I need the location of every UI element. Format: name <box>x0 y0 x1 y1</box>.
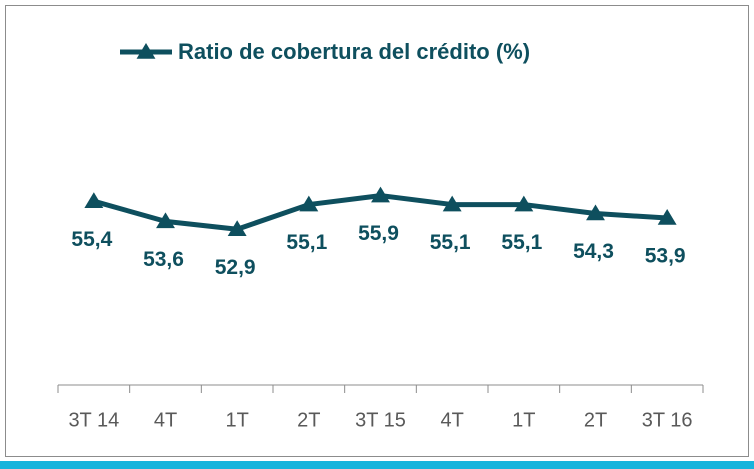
x-tick-label: 1T <box>512 409 535 431</box>
x-tick-label: 4T <box>440 409 463 431</box>
data-point <box>657 209 677 225</box>
data-label: 55,4 <box>71 228 112 251</box>
x-tick-label: 2T <box>297 409 320 431</box>
bottom-bar <box>0 461 754 469</box>
x-tick-label: 2T <box>584 409 607 431</box>
data-label: 55,1 <box>430 231 471 254</box>
data-label: 52,9 <box>215 256 256 279</box>
data-label: 53,9 <box>645 245 686 268</box>
chart-frame <box>5 5 749 457</box>
x-tick-label: 3T 15 <box>355 409 406 431</box>
data-point <box>514 195 534 212</box>
legend-marker <box>136 43 156 59</box>
data-label: 54,3 <box>573 240 614 263</box>
data-point <box>84 192 104 208</box>
data-point <box>227 220 247 236</box>
x-tick-label: 4T <box>154 409 177 431</box>
data-label: 55,9 <box>358 222 399 245</box>
data-label: 53,6 <box>143 248 184 271</box>
legend-label: Ratio de cobertura del crédito (%) <box>178 39 530 64</box>
data-point <box>442 195 462 212</box>
x-tick-label: 3T 16 <box>642 409 693 431</box>
data-point <box>156 212 175 229</box>
data-point <box>299 195 319 212</box>
data-point <box>371 186 390 203</box>
data-label: 55,1 <box>501 231 542 254</box>
x-tick-label: 3T 14 <box>68 409 119 431</box>
data-label: 55,1 <box>286 231 327 254</box>
x-tick-label: 1T <box>225 409 248 431</box>
data-point <box>586 204 605 221</box>
